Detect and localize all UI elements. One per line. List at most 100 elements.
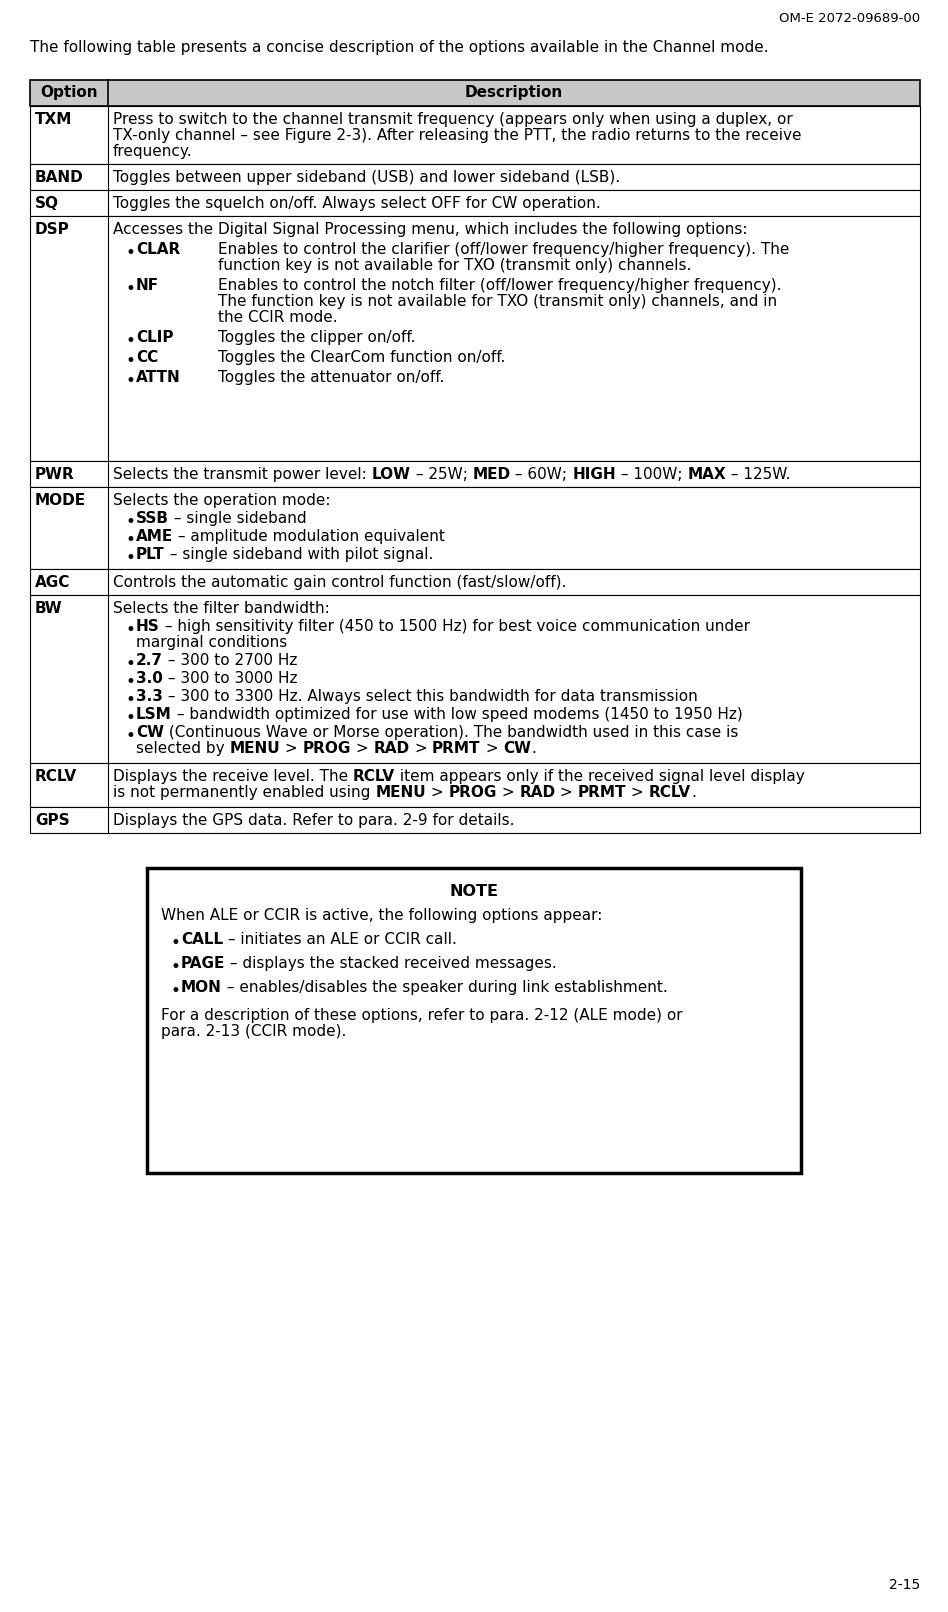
Text: Toggles the clipper on/off.: Toggles the clipper on/off. xyxy=(218,330,415,345)
Text: MENU: MENU xyxy=(229,742,280,756)
Text: CW: CW xyxy=(136,725,164,740)
Text: – 60W;: – 60W; xyxy=(511,467,573,482)
Text: •: • xyxy=(126,280,136,298)
Text: Displays the GPS data. Refer to para. 2-9 for details.: Displays the GPS data. Refer to para. 2-… xyxy=(113,812,515,829)
Text: •: • xyxy=(126,332,136,350)
Text: •: • xyxy=(126,513,136,530)
Text: CC: CC xyxy=(136,350,158,364)
Text: ATTN: ATTN xyxy=(136,371,181,385)
Text: .: . xyxy=(531,742,536,756)
Bar xyxy=(30,808,920,833)
Bar xyxy=(147,867,801,1174)
Text: BW: BW xyxy=(35,601,63,616)
Text: •: • xyxy=(126,654,136,672)
Text: .: . xyxy=(691,785,696,800)
Text: 3.0: 3.0 xyxy=(136,671,163,687)
Text: 2-15: 2-15 xyxy=(888,1578,920,1593)
Text: •: • xyxy=(126,672,136,692)
Text: frequency.: frequency. xyxy=(113,143,192,160)
Text: PWR: PWR xyxy=(35,467,75,482)
Text: >: > xyxy=(497,785,520,800)
Text: AME: AME xyxy=(136,529,173,543)
Bar xyxy=(30,216,920,461)
Bar xyxy=(30,595,920,762)
Text: •: • xyxy=(126,550,136,567)
Text: AGC: AGC xyxy=(35,575,70,590)
Text: Press to switch to the channel transmit frequency (appears only when using a dup: Press to switch to the channel transmit … xyxy=(113,111,793,127)
Bar xyxy=(30,762,920,808)
Text: OM-E 2072-09689-00: OM-E 2072-09689-00 xyxy=(779,11,920,26)
Text: is not permanently enabled using: is not permanently enabled using xyxy=(113,785,375,800)
Text: •: • xyxy=(126,692,136,709)
Text: – 100W;: – 100W; xyxy=(616,467,687,482)
Text: NF: NF xyxy=(136,277,159,293)
Text: – single sideband with pilot signal.: – single sideband with pilot signal. xyxy=(165,546,433,563)
Text: LOW: LOW xyxy=(372,467,410,482)
Bar xyxy=(30,164,920,190)
Text: •: • xyxy=(171,958,181,975)
Text: SQ: SQ xyxy=(35,197,59,211)
Text: – enables/disables the speaker during link establishment.: – enables/disables the speaker during li… xyxy=(222,980,667,995)
Text: RCLV: RCLV xyxy=(353,769,395,783)
Text: •: • xyxy=(126,243,136,263)
Text: – high sensitivity filter (450 to 1500 Hz) for best voice communication under: – high sensitivity filter (450 to 1500 H… xyxy=(160,619,750,634)
Text: – bandwidth optimized for use with low speed modems (1450 to 1950 Hz): – bandwidth optimized for use with low s… xyxy=(172,708,742,722)
Text: Option: Option xyxy=(40,85,98,100)
Text: >: > xyxy=(351,742,374,756)
Text: – 125W.: – 125W. xyxy=(726,467,791,482)
Bar xyxy=(30,569,920,595)
Text: •: • xyxy=(126,621,136,638)
Bar xyxy=(30,106,920,164)
Text: BAND: BAND xyxy=(35,169,83,185)
Text: >: > xyxy=(556,785,578,800)
Text: PRMT: PRMT xyxy=(578,785,627,800)
Text: The function key is not available for TXO (transmit only) channels, and in: The function key is not available for TX… xyxy=(218,293,777,310)
Text: Displays the receive level. The: Displays the receive level. The xyxy=(113,769,353,783)
Text: Selects the transmit power level:: Selects the transmit power level: xyxy=(113,467,372,482)
Text: Selects the operation mode:: Selects the operation mode: xyxy=(113,493,331,508)
Text: •: • xyxy=(126,530,136,550)
Text: CLAR: CLAR xyxy=(136,242,180,256)
Text: RAD: RAD xyxy=(374,742,410,756)
Text: CALL: CALL xyxy=(181,932,223,946)
Text: PAGE: PAGE xyxy=(181,956,226,970)
Text: MAX: MAX xyxy=(687,467,726,482)
Text: PROG: PROG xyxy=(302,742,351,756)
Text: >: > xyxy=(410,742,432,756)
Text: Toggles the attenuator on/off.: Toggles the attenuator on/off. xyxy=(218,371,445,385)
Text: RCLV: RCLV xyxy=(648,785,691,800)
Text: SSB: SSB xyxy=(136,511,169,526)
Text: GPS: GPS xyxy=(35,812,69,829)
Text: Toggles the ClearCom function on/off.: Toggles the ClearCom function on/off. xyxy=(218,350,505,364)
Text: – 300 to 3000 Hz: – 300 to 3000 Hz xyxy=(163,671,298,687)
Bar xyxy=(30,81,920,106)
Text: TX-only channel – see Figure 2-3). After releasing the PTT, the radio returns to: TX-only channel – see Figure 2-3). After… xyxy=(113,127,801,143)
Text: >: > xyxy=(481,742,503,756)
Bar xyxy=(30,487,920,569)
Text: >: > xyxy=(426,785,448,800)
Text: Enables to control the clarifier (off/lower frequency/higher frequency). The: Enables to control the clarifier (off/lo… xyxy=(218,242,790,256)
Text: PROG: PROG xyxy=(448,785,497,800)
Text: CLIP: CLIP xyxy=(136,330,173,345)
Text: For a description of these options, refer to para. 2-12 (ALE mode) or: For a description of these options, refe… xyxy=(161,1008,683,1024)
Text: Selects the filter bandwidth:: Selects the filter bandwidth: xyxy=(113,601,330,616)
Text: PLT: PLT xyxy=(136,546,165,563)
Text: MED: MED xyxy=(472,467,511,482)
Text: •: • xyxy=(126,351,136,371)
Text: LSM: LSM xyxy=(136,708,172,722)
Text: RAD: RAD xyxy=(520,785,556,800)
Text: RCLV: RCLV xyxy=(35,769,77,783)
Text: Accesses the Digital Signal Processing menu, which includes the following option: Accesses the Digital Signal Processing m… xyxy=(113,222,748,237)
Text: The following table presents a concise description of the options available in t: The following table presents a concise d… xyxy=(30,40,769,55)
Text: HS: HS xyxy=(136,619,160,634)
Text: the CCIR mode.: the CCIR mode. xyxy=(218,310,337,326)
Text: •: • xyxy=(171,933,181,953)
Text: marginal conditions: marginal conditions xyxy=(136,635,287,650)
Text: Enables to control the notch filter (off/lower frequency/higher frequency).: Enables to control the notch filter (off… xyxy=(218,277,781,293)
Text: MENU: MENU xyxy=(375,785,426,800)
Text: 3.3: 3.3 xyxy=(136,688,163,704)
Text: Toggles between upper sideband (USB) and lower sideband (LSB).: Toggles between upper sideband (USB) and… xyxy=(113,169,620,185)
Bar xyxy=(30,190,920,216)
Text: MODE: MODE xyxy=(35,493,86,508)
Text: >: > xyxy=(280,742,302,756)
